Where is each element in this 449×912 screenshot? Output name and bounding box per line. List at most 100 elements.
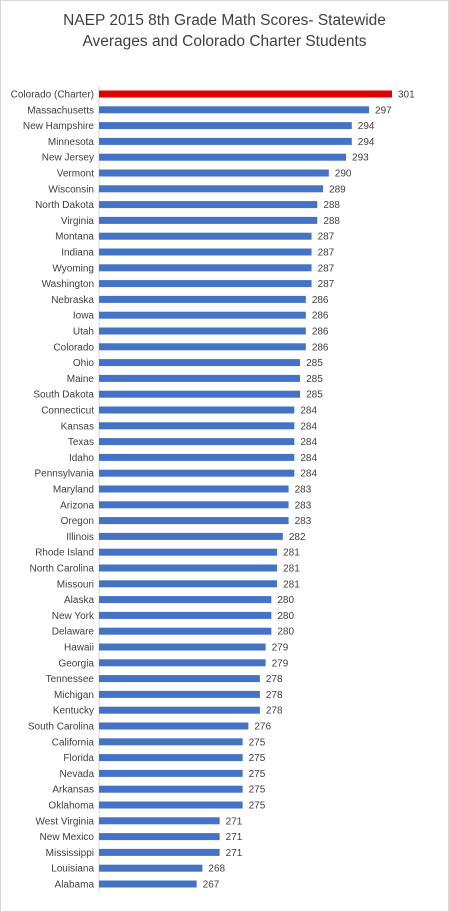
data-label: 284 bbox=[300, 469, 317, 480]
data-label: 279 bbox=[272, 658, 289, 669]
category-label: Minnesota bbox=[48, 137, 95, 148]
category-label: Utah bbox=[73, 327, 94, 338]
category-label: Hawaii bbox=[64, 643, 94, 654]
bar bbox=[99, 564, 278, 572]
category-label: Michigan bbox=[54, 690, 94, 701]
data-label: 280 bbox=[277, 627, 294, 638]
data-label: 290 bbox=[335, 169, 352, 180]
category-label: Florida bbox=[63, 753, 94, 764]
bar bbox=[99, 848, 220, 856]
bar bbox=[99, 153, 347, 161]
category-label: New Mexico bbox=[40, 832, 95, 843]
data-label: 286 bbox=[312, 311, 329, 322]
bar bbox=[99, 580, 278, 588]
bar bbox=[99, 327, 306, 335]
category-label: Indiana bbox=[61, 248, 94, 259]
data-label: 278 bbox=[266, 706, 283, 717]
bar bbox=[99, 169, 329, 177]
bar bbox=[99, 532, 283, 540]
category-label: Georgia bbox=[58, 658, 94, 669]
bar bbox=[99, 611, 272, 619]
data-label: 287 bbox=[318, 279, 335, 290]
category-label: Wisconsin bbox=[48, 184, 94, 195]
data-label: 275 bbox=[249, 801, 266, 812]
bar bbox=[99, 469, 295, 477]
category-label: Massachusetts bbox=[27, 105, 94, 116]
bar bbox=[99, 690, 260, 698]
category-label: Maryland bbox=[53, 485, 94, 496]
bar bbox=[99, 406, 295, 414]
bar bbox=[99, 185, 324, 193]
category-label: Maine bbox=[67, 374, 95, 385]
bar bbox=[99, 311, 306, 319]
bar bbox=[99, 817, 220, 825]
bar bbox=[99, 122, 352, 130]
data-label: 278 bbox=[266, 690, 283, 701]
category-label: Tennessee bbox=[46, 674, 95, 685]
chart-title: NAEP 2015 8th Grade Math Scores- Statewi… bbox=[0, 10, 449, 52]
bar bbox=[99, 485, 289, 493]
category-label: North Dakota bbox=[35, 200, 94, 211]
data-label: 293 bbox=[352, 153, 369, 164]
bar bbox=[99, 438, 295, 446]
data-label: 286 bbox=[312, 295, 329, 306]
category-label: Arkansas bbox=[52, 785, 94, 796]
data-label: 284 bbox=[300, 453, 317, 464]
bar bbox=[99, 627, 272, 635]
data-label: 280 bbox=[277, 611, 294, 622]
data-label: 271 bbox=[226, 848, 243, 859]
data-label: 281 bbox=[283, 548, 300, 559]
bar bbox=[99, 880, 197, 888]
bar bbox=[99, 106, 370, 114]
bar bbox=[99, 754, 243, 762]
category-label: Colorado (Charter) bbox=[11, 90, 94, 101]
category-label: Alabama bbox=[55, 880, 95, 891]
data-label: 301 bbox=[398, 90, 415, 101]
data-label: 283 bbox=[295, 516, 312, 527]
category-label: Idaho bbox=[69, 453, 94, 464]
category-label: Mississippi bbox=[46, 848, 94, 859]
data-label: 275 bbox=[249, 737, 266, 748]
data-label: 286 bbox=[312, 342, 329, 353]
data-label: 282 bbox=[289, 532, 306, 543]
data-label: 285 bbox=[306, 390, 323, 401]
data-label: 288 bbox=[323, 216, 340, 227]
bar bbox=[99, 722, 249, 730]
data-label: 294 bbox=[358, 137, 375, 148]
bar bbox=[99, 422, 295, 430]
bar bbox=[99, 675, 260, 683]
bar bbox=[99, 374, 301, 382]
bar bbox=[99, 769, 243, 777]
category-label: New York bbox=[52, 611, 95, 622]
bar bbox=[99, 201, 318, 209]
bar bbox=[99, 801, 243, 809]
data-label: 271 bbox=[226, 816, 243, 827]
data-label: 289 bbox=[329, 184, 346, 195]
data-label: 275 bbox=[249, 785, 266, 796]
data-label: 283 bbox=[295, 500, 312, 511]
data-label: 285 bbox=[306, 358, 323, 369]
bar bbox=[99, 738, 243, 746]
bar bbox=[99, 785, 243, 793]
category-label: Kentucky bbox=[53, 706, 94, 717]
bar bbox=[99, 548, 278, 556]
data-label: 287 bbox=[318, 263, 335, 274]
bar bbox=[99, 706, 260, 714]
chart-title-line-1: NAEP 2015 8th Grade Math Scores- Statewi… bbox=[63, 12, 386, 29]
category-label: New Jersey bbox=[42, 153, 94, 164]
data-label: 288 bbox=[323, 200, 340, 211]
bar bbox=[99, 517, 289, 525]
category-label: Montana bbox=[55, 232, 94, 243]
data-label: 294 bbox=[358, 121, 375, 132]
data-label: 275 bbox=[249, 769, 266, 780]
data-label: 278 bbox=[266, 674, 283, 685]
category-label: Illinois bbox=[66, 532, 94, 543]
bar bbox=[99, 833, 220, 841]
category-label: South Carolina bbox=[28, 722, 95, 733]
bar bbox=[99, 643, 266, 651]
data-label: 279 bbox=[272, 643, 289, 654]
category-label: Missouri bbox=[57, 579, 94, 590]
category-label: Ohio bbox=[73, 358, 95, 369]
bar bbox=[99, 232, 312, 240]
